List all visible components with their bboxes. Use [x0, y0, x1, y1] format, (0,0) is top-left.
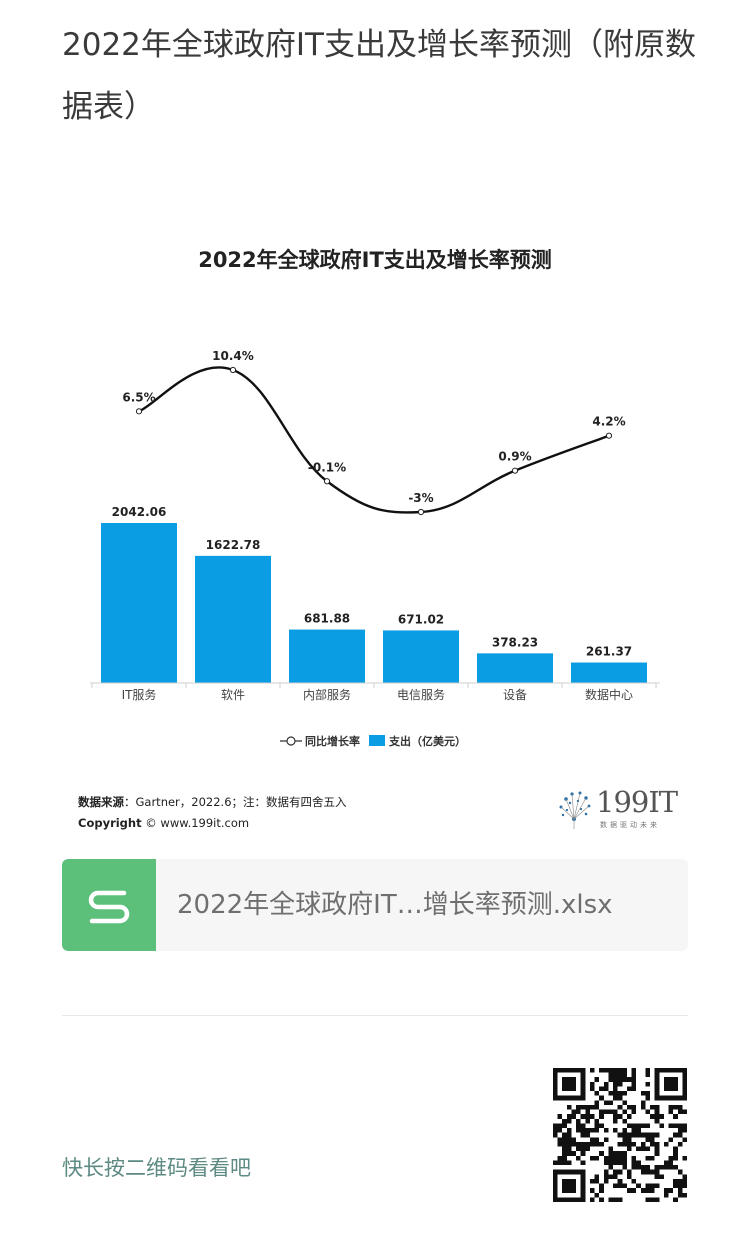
chart-image: 2022年全球政府IT支出及增长率预测 2042.06 1622.78 681.88…	[60, 215, 690, 845]
growth-point	[229, 366, 237, 374]
logo-text: 199IT	[596, 785, 678, 819]
copyright-text: © www.199it.com	[141, 816, 250, 830]
growth-value-label: -0.1%	[308, 460, 346, 474]
source-label: 数据来源	[78, 795, 124, 809]
bar-2	[289, 629, 365, 683]
category-label: IT服务	[122, 687, 157, 702]
bar-value-label: 261.37	[586, 645, 632, 659]
bar-value-label: 671.02	[398, 612, 444, 626]
growth-value-label: 6.5%	[122, 390, 155, 404]
category-label: 软件	[221, 688, 245, 702]
bar-1	[195, 555, 271, 683]
growth-point	[605, 432, 613, 439]
qr-hint-text: 快长按二维码看看吧	[62, 1156, 251, 1180]
dandelion-icon	[559, 791, 591, 829]
bar-0	[101, 523, 177, 683]
category-label: 电信服务	[397, 687, 445, 702]
legend-bar-label: 支出（亿美元）	[388, 734, 466, 748]
category-label: 设备	[503, 688, 527, 702]
growth-point	[135, 408, 143, 415]
category-label: 内部服务	[303, 687, 351, 702]
spreadsheet-s-icon	[62, 859, 156, 951]
bar-4	[477, 653, 553, 683]
growth-value-label: -3%	[408, 491, 433, 505]
legend-line-label: 同比增长率	[305, 734, 360, 748]
growth-point	[511, 467, 519, 474]
growth-value-label: 10.4%	[212, 349, 254, 363]
legend-bar-item: 支出（亿美元）	[369, 734, 466, 748]
attachment-file-name: 2022年全球政府IT…增长率预测.xlsx	[177, 890, 613, 920]
bar-value-label: 681.88	[304, 612, 350, 626]
growth-line	[138, 366, 610, 514]
source-text: ：Gartner，2022.6；注：数据有四舍五入	[124, 795, 347, 809]
growth-value-label: 4.2%	[592, 415, 625, 429]
chart-canvas: 2022年全球政府IT支出及增长率预测 2042.06 1622.78 681.88…	[90, 248, 660, 748]
bar-5	[571, 662, 647, 683]
category-label: 数据中心	[585, 687, 633, 702]
bar-value-label: 378.23	[492, 635, 538, 649]
bar-value-label: 2042.06	[112, 505, 167, 519]
logo-slogan: 数据驱动未来	[600, 821, 660, 829]
chart-title: 2022年全球政府IT支出及增长率预测	[198, 248, 552, 272]
growth-value-label: 0.9%	[498, 450, 531, 464]
bar-value-label: 1622.78	[206, 538, 261, 552]
divider	[62, 1015, 688, 1016]
copyright-label: Copyright	[78, 816, 142, 830]
source-note: 数据来源：Gartner，2022.6；注：数据有四舍五入 Copyright …	[78, 792, 347, 834]
legend: 同比增长率 支出（亿美元）	[280, 734, 466, 748]
199it-logo: 199IT 数据驱动未来	[552, 785, 682, 833]
legend-line-item: 同比增长率	[280, 734, 360, 748]
qr-code[interactable]	[553, 1068, 687, 1202]
growth-point	[323, 478, 331, 485]
article-title: 2022年全球政府IT支出及增长率预测（附原数据表）	[62, 27, 696, 125]
growth-point	[417, 508, 425, 516]
attachment-file-card[interactable]: 2022年全球政府IT…增长率预测.xlsx	[62, 859, 688, 951]
bar-3	[383, 630, 459, 683]
